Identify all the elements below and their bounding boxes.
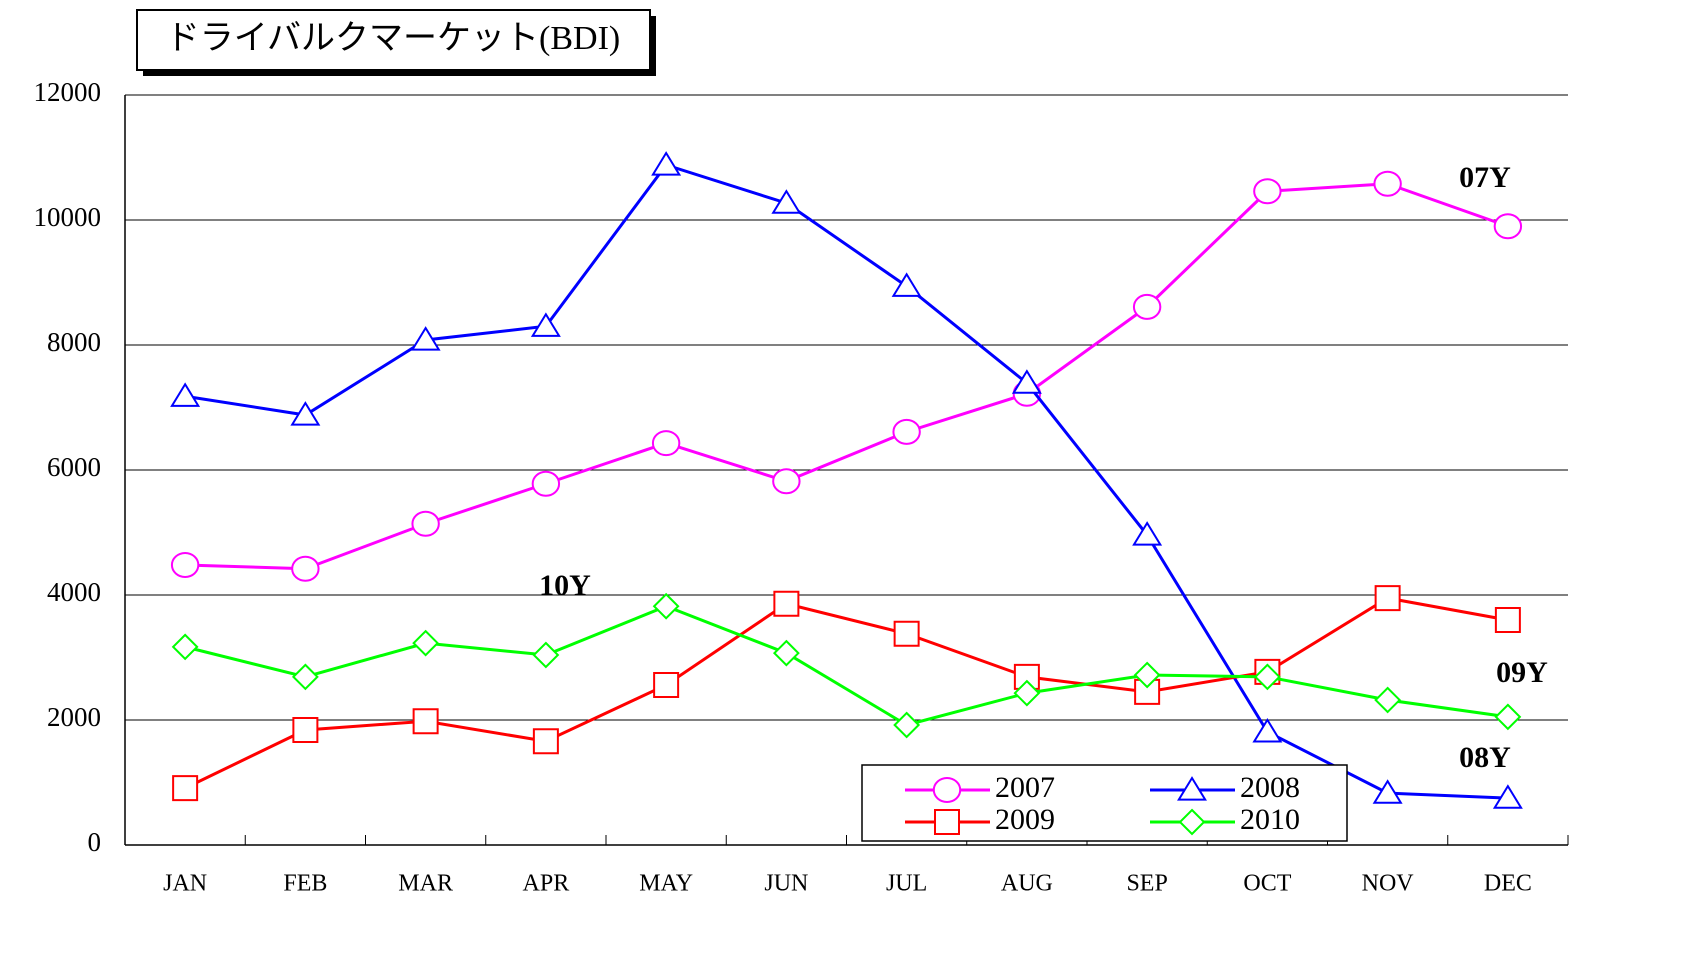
title-box [136,9,651,71]
marker [934,809,960,835]
series-line [184,604,1509,727]
marker [1493,213,1523,240]
marker [1494,703,1522,731]
legend-label: 2010 [1240,803,1300,836]
marker [410,326,441,351]
chart-title: ドライバルクマーケット(BDI) [166,20,621,57]
x-tick-label: OCT [1243,871,1291,897]
series [170,151,1523,809]
marker [893,620,920,647]
y-tick-label: 10000 [34,202,102,232]
marker [893,711,921,739]
y-tick-label: 12000 [34,77,102,107]
marker [771,189,802,214]
x-tick-label: MAR [398,871,453,897]
x-tick-label: SEP [1126,871,1167,897]
y-tick-label: 6000 [47,452,101,482]
series [170,170,1523,582]
x-tick-label: JUN [764,871,808,897]
y-tick-label: 8000 [47,327,101,357]
x-tick-label: AUG [1001,871,1053,897]
marker [1374,686,1402,714]
marker [1492,784,1523,809]
marker [651,430,681,457]
series-line [185,182,1509,571]
x-tick-label: APR [523,871,570,897]
annotation: 09Y [1496,656,1548,689]
annotation: 07Y [1459,161,1511,194]
y-tick-label: 0 [88,827,102,857]
x-tick-label: DEC [1484,871,1532,897]
marker [1253,178,1282,205]
marker [1374,585,1401,612]
marker [652,592,680,620]
legend-label: 2009 [995,803,1055,836]
marker [1133,661,1161,689]
marker [172,775,199,802]
marker [411,510,440,537]
marker [530,312,561,337]
marker [651,151,682,176]
marker [292,717,319,743]
x-tick-label: JUL [886,871,927,897]
marker [891,272,922,297]
marker [1132,521,1163,546]
marker [1178,808,1206,836]
marker [412,708,439,735]
marker [171,633,199,661]
legend-item: 2010 [1150,803,1300,836]
legend-label: 2008 [1240,771,1300,804]
marker [1253,663,1281,691]
x-tick-label: MAY [639,871,693,897]
annotation: 10Y [539,569,591,602]
marker [291,555,320,582]
marker [1177,776,1207,801]
y-tick-label: 4000 [47,577,101,607]
marker [1252,717,1283,743]
marker [412,629,440,657]
marker [1372,779,1403,804]
marker [1373,170,1402,197]
series [171,592,1522,739]
legend-item: 2007 [905,771,1055,804]
legend-item: 2009 [905,803,1055,836]
legend-label: 2007 [995,771,1055,804]
marker [291,663,319,691]
marker [1011,369,1042,394]
x-tick-label: NOV [1362,871,1415,897]
marker [772,468,801,495]
marker [892,418,921,445]
marker [1494,607,1521,633]
marker [772,639,800,667]
series-line [184,163,1508,800]
marker [532,728,559,755]
marker [532,641,560,669]
marker [170,382,201,407]
marker [531,470,561,497]
marker [773,590,800,617]
marker [1132,293,1162,320]
marker [290,401,321,426]
x-tick-label: JAN [163,871,207,897]
x-tick-label: FEB [283,871,327,897]
marker [170,552,200,578]
marker [932,777,962,803]
marker [653,672,680,698]
marker [1013,679,1041,707]
legend-item: 2008 [1150,771,1300,804]
y-tick-label: 2000 [47,702,101,732]
series-line [184,596,1509,790]
annotation: 08Y [1459,741,1511,774]
